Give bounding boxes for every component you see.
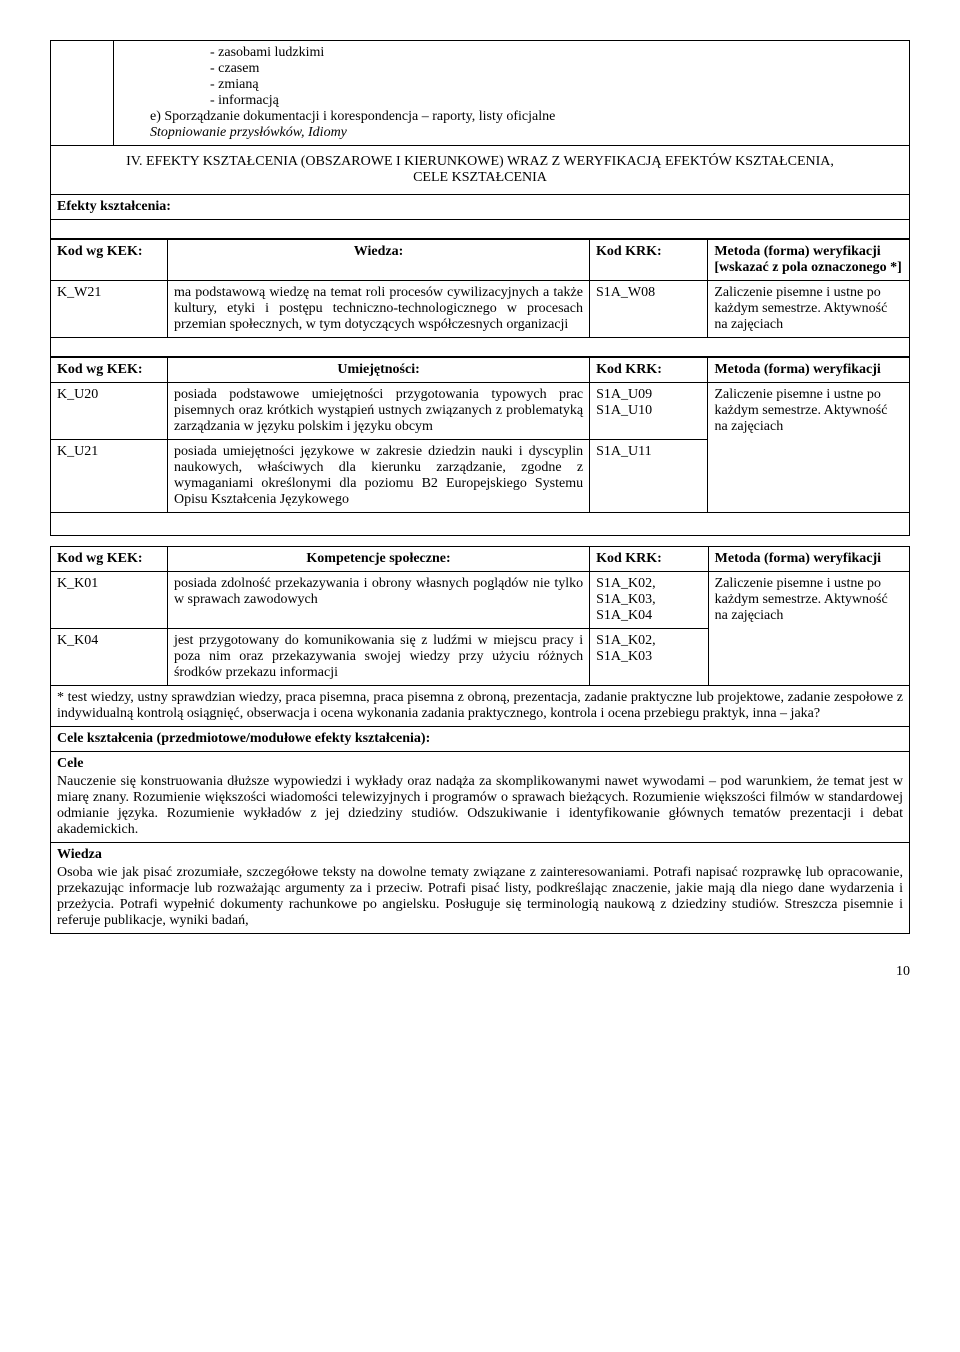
t3-h2: Kompetencje społeczne:: [167, 547, 589, 572]
t3-r1-c3: S1A_K02, S1A_K03, S1A_K04: [590, 572, 709, 629]
t2-r1-c4: Zaliczenie pisemne i ustne po każdym sem…: [708, 383, 910, 513]
table-wiedza: Kod wg KEK: Wiedza: Kod KRK: Metoda (for…: [50, 239, 910, 357]
t3-h1: Kod wg KEK:: [51, 547, 168, 572]
section-iv-title: IV. EFEKTY KSZTAŁCENIA (OBSZAROWE I KIER…: [57, 150, 903, 190]
bullet-4: - informacją: [210, 93, 903, 109]
t1-h4: Metoda (forma) weryfikacji [wskazać z po…: [708, 240, 910, 281]
wiedza-block-cell: Wiedza Osoba wie jak pisać zrozumiałe, s…: [51, 843, 910, 934]
footnote-cell: * test wiedzy, ustny sprawdzian wiedzy, …: [51, 686, 910, 727]
spacer-cell: [51, 220, 910, 239]
t1-r1-c2: ma podstawową wiedzę na temat roli proce…: [168, 281, 590, 338]
t3-r2-c3: S1A_K02, S1A_K03: [590, 629, 709, 686]
bullet-1: - zasobami ludzkimi: [210, 45, 903, 61]
effects-label: Efekty kształcenia:: [57, 199, 171, 214]
effects-label-cell: Efekty kształcenia:: [51, 195, 910, 220]
t3-h4: Metoda (forma) weryfikacji: [708, 547, 909, 572]
t2-r1-c2: posiada podstawowe umiejętności przygoto…: [168, 383, 590, 440]
wiedza-label: Wiedza: [57, 847, 903, 863]
table-kompetencje: Kod wg KEK: Kompetencje społeczne: Kod K…: [50, 546, 910, 934]
t2-h2: Umiejętności:: [168, 358, 590, 383]
cele-block-cell: Cele Nauczenie się konstruowania dłuższe…: [51, 752, 910, 843]
t2-r2-c2: posiada umiejętności językowe w zakresie…: [168, 440, 590, 513]
top-content-table: - zasobami ludzkimi - czasem - zmianą - …: [50, 40, 910, 239]
t2-h4: Metoda (forma) weryfikacji: [708, 358, 910, 383]
line-e: e) Sporządzanie dokumentacji i korespond…: [120, 109, 903, 125]
left-margin-cell: [51, 41, 114, 146]
top-content-cell: - zasobami ludzkimi - czasem - zmianą - …: [114, 41, 910, 146]
t2-h3: Kod KRK:: [590, 358, 708, 383]
cele-text: Nauczenie się konstruowania dłuższe wypo…: [57, 774, 903, 838]
t1-h2: Wiedza:: [168, 240, 590, 281]
t3-r2-c1: K_K04: [51, 629, 168, 686]
t1-r1-c4: Zaliczenie pisemne i ustne po każdym sem…: [708, 281, 910, 338]
t2-spacer: [51, 513, 910, 536]
bullet-3: - zmianą: [210, 77, 903, 93]
section-iv-cell: IV. EFEKTY KSZTAŁCENIA (OBSZAROWE I KIER…: [51, 146, 910, 195]
t2-r2-c1: K_U21: [51, 440, 168, 513]
t1-h1: Kod wg KEK:: [51, 240, 168, 281]
t1-h3: Kod KRK:: [589, 240, 707, 281]
t1-r1-c3: S1A_W08: [589, 281, 707, 338]
t3-r2-c2: jest przygotowany do komunikowania się z…: [167, 629, 589, 686]
t3-r1-c2: posiada zdolność przekazywania i obrony …: [167, 572, 589, 629]
t1-r1-c1: K_W21: [51, 281, 168, 338]
table-umiejetnosci: Kod wg KEK: Umiejętności: Kod KRK: Metod…: [50, 357, 910, 536]
t3-r1-c4: Zaliczenie pisemne i ustne po każdym sem…: [708, 572, 909, 686]
cele-label: Cele: [57, 756, 903, 772]
t2-r1-c1: K_U20: [51, 383, 168, 440]
bullet-2: - czasem: [210, 61, 903, 77]
t3-h3: Kod KRK:: [590, 547, 709, 572]
t2-r1-c3: S1A_U09 S1A_U10: [590, 383, 708, 440]
t2-r2-c3: S1A_U11: [590, 440, 708, 513]
t2-h1: Kod wg KEK:: [51, 358, 168, 383]
italic-line: Stopniowanie przysłówków, Idiomy: [120, 125, 903, 141]
page-number: 10: [50, 964, 910, 980]
wiedza-text: Osoba wie jak pisać zrozumiałe, szczegół…: [57, 865, 903, 929]
t3-r1-c1: K_K01: [51, 572, 168, 629]
cele-heading-cell: Cele kształcenia (przedmiotowe/modułowe …: [51, 727, 910, 752]
t1-spacer: [51, 338, 910, 357]
